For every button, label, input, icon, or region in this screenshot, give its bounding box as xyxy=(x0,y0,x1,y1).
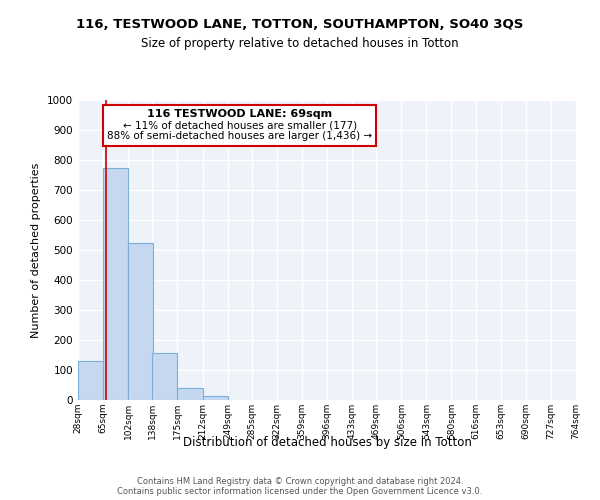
Text: Contains public sector information licensed under the Open Government Licence v3: Contains public sector information licen… xyxy=(118,486,482,496)
Bar xyxy=(203,396,227,400)
Text: ← 11% of detached houses are smaller (177): ← 11% of detached houses are smaller (17… xyxy=(122,120,357,130)
Text: 116 TESTWOOD LANE: 69sqm: 116 TESTWOOD LANE: 69sqm xyxy=(147,110,332,120)
Bar xyxy=(152,352,178,400)
Bar xyxy=(128,242,153,400)
Text: Size of property relative to detached houses in Totton: Size of property relative to detached ho… xyxy=(141,38,459,51)
Bar xyxy=(78,361,103,400)
Bar xyxy=(103,168,128,400)
Text: 88% of semi-detached houses are larger (1,436) →: 88% of semi-detached houses are larger (… xyxy=(107,130,372,140)
Text: Distribution of detached houses by size in Totton: Distribution of detached houses by size … xyxy=(182,436,472,449)
FancyBboxPatch shape xyxy=(103,104,376,146)
Text: Contains HM Land Registry data © Crown copyright and database right 2024.: Contains HM Land Registry data © Crown c… xyxy=(137,476,463,486)
Text: 116, TESTWOOD LANE, TOTTON, SOUTHAMPTON, SO40 3QS: 116, TESTWOOD LANE, TOTTON, SOUTHAMPTON,… xyxy=(76,18,524,30)
Y-axis label: Number of detached properties: Number of detached properties xyxy=(31,162,41,338)
Bar xyxy=(178,388,203,400)
